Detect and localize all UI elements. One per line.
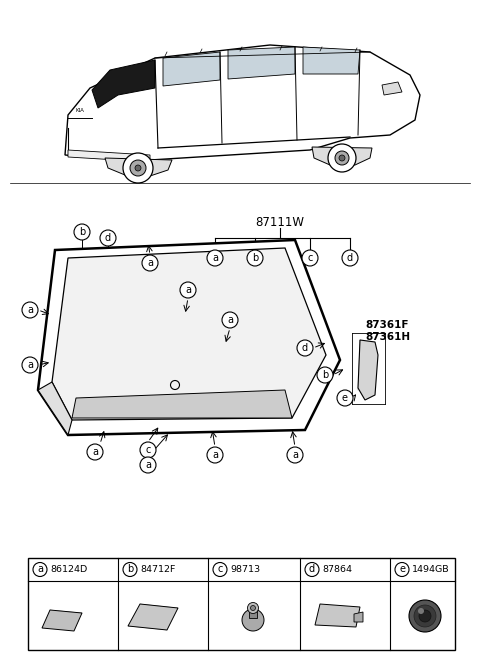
Circle shape bbox=[414, 605, 436, 627]
Circle shape bbox=[297, 340, 313, 356]
Circle shape bbox=[248, 602, 259, 613]
Polygon shape bbox=[52, 248, 326, 420]
Circle shape bbox=[247, 250, 263, 266]
Text: a: a bbox=[212, 450, 218, 460]
Text: b: b bbox=[127, 565, 133, 575]
Circle shape bbox=[213, 562, 227, 577]
Polygon shape bbox=[354, 612, 363, 622]
Circle shape bbox=[207, 250, 223, 266]
Polygon shape bbox=[65, 45, 420, 160]
Circle shape bbox=[123, 562, 137, 577]
Text: a: a bbox=[145, 460, 151, 470]
Text: a: a bbox=[227, 315, 233, 325]
Circle shape bbox=[251, 605, 255, 611]
Text: a: a bbox=[27, 305, 33, 315]
Polygon shape bbox=[42, 610, 82, 631]
Text: KIA: KIA bbox=[75, 108, 84, 112]
Polygon shape bbox=[38, 382, 72, 435]
Text: e: e bbox=[342, 393, 348, 403]
Circle shape bbox=[302, 250, 318, 266]
Polygon shape bbox=[312, 147, 372, 165]
Polygon shape bbox=[382, 82, 402, 95]
Polygon shape bbox=[358, 340, 378, 400]
Text: a: a bbox=[185, 285, 191, 295]
Text: a: a bbox=[147, 258, 153, 268]
Circle shape bbox=[287, 447, 303, 463]
Text: b: b bbox=[252, 253, 258, 263]
Text: a: a bbox=[37, 565, 43, 575]
Polygon shape bbox=[163, 52, 220, 86]
Text: e: e bbox=[399, 565, 405, 575]
Text: a: a bbox=[27, 360, 33, 370]
Text: d: d bbox=[309, 565, 315, 575]
Polygon shape bbox=[315, 604, 360, 627]
Circle shape bbox=[418, 608, 424, 614]
Circle shape bbox=[339, 155, 345, 161]
Text: 1494GB: 1494GB bbox=[412, 565, 450, 574]
Circle shape bbox=[180, 282, 196, 298]
Polygon shape bbox=[228, 47, 295, 79]
Text: 87111W: 87111W bbox=[255, 216, 304, 228]
Circle shape bbox=[337, 390, 353, 406]
Text: 87361F: 87361F bbox=[365, 320, 408, 330]
Text: 86124D: 86124D bbox=[50, 565, 87, 574]
Circle shape bbox=[33, 562, 47, 577]
Circle shape bbox=[395, 562, 409, 577]
Circle shape bbox=[207, 447, 223, 463]
Text: a: a bbox=[212, 253, 218, 263]
Circle shape bbox=[22, 302, 38, 318]
Circle shape bbox=[305, 562, 319, 577]
Text: b: b bbox=[79, 227, 85, 237]
Circle shape bbox=[130, 160, 146, 176]
Circle shape bbox=[140, 442, 156, 458]
Circle shape bbox=[142, 255, 158, 271]
Text: 98713: 98713 bbox=[230, 565, 260, 574]
Text: c: c bbox=[217, 565, 223, 575]
Text: a: a bbox=[292, 450, 298, 460]
Circle shape bbox=[87, 444, 103, 460]
Polygon shape bbox=[105, 158, 172, 176]
Text: 87864: 87864 bbox=[322, 565, 352, 574]
Text: 84712F: 84712F bbox=[140, 565, 175, 574]
Circle shape bbox=[409, 600, 441, 632]
Text: d: d bbox=[302, 343, 308, 353]
Polygon shape bbox=[38, 240, 340, 435]
Text: d: d bbox=[105, 233, 111, 243]
Circle shape bbox=[135, 165, 141, 171]
Circle shape bbox=[317, 367, 333, 383]
Text: d: d bbox=[347, 253, 353, 263]
Circle shape bbox=[100, 230, 116, 246]
Text: 87361H: 87361H bbox=[365, 332, 410, 342]
Text: c: c bbox=[145, 445, 151, 455]
Circle shape bbox=[170, 380, 180, 390]
Circle shape bbox=[335, 151, 349, 165]
Circle shape bbox=[342, 250, 358, 266]
FancyBboxPatch shape bbox=[249, 606, 257, 618]
Circle shape bbox=[74, 224, 90, 240]
Text: c: c bbox=[307, 253, 312, 263]
Circle shape bbox=[222, 312, 238, 328]
Polygon shape bbox=[68, 150, 150, 162]
Polygon shape bbox=[72, 390, 292, 418]
Circle shape bbox=[140, 457, 156, 473]
Circle shape bbox=[22, 357, 38, 373]
Text: b: b bbox=[322, 370, 328, 380]
Circle shape bbox=[242, 609, 264, 631]
Circle shape bbox=[123, 153, 153, 183]
Polygon shape bbox=[303, 47, 360, 74]
Circle shape bbox=[419, 610, 431, 622]
Polygon shape bbox=[92, 60, 155, 108]
Circle shape bbox=[328, 144, 356, 172]
Polygon shape bbox=[128, 604, 178, 630]
Text: a: a bbox=[92, 447, 98, 457]
